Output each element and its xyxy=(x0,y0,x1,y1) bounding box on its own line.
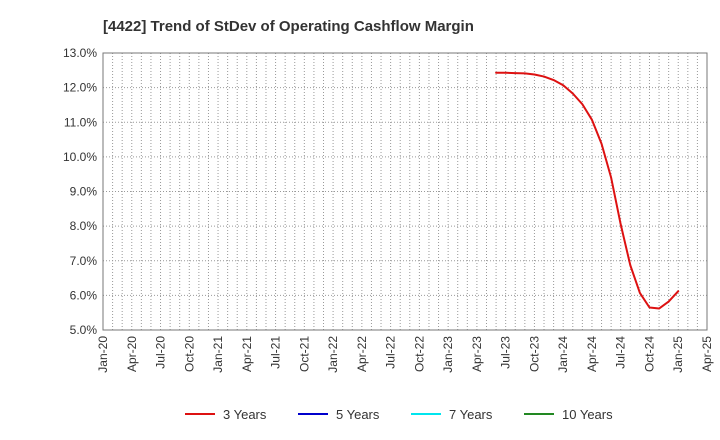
x-tick-label: Apr-22 xyxy=(355,336,369,372)
x-tick-label: Jan-25 xyxy=(671,336,685,373)
x-tick-label: Jul-23 xyxy=(499,336,513,369)
x-tick-label: Jul-22 xyxy=(384,336,398,369)
x-tick-label: Jul-21 xyxy=(269,336,283,369)
x-tick-label: Oct-23 xyxy=(527,336,541,372)
x-tick-label: Apr-24 xyxy=(585,336,599,372)
x-tick-label: Jan-21 xyxy=(211,336,225,373)
legend-label: 10 Years xyxy=(562,407,613,422)
x-tick-label: Jul-24 xyxy=(614,336,628,369)
y-tick-label: 8.0% xyxy=(70,219,98,233)
x-tick-label: Apr-21 xyxy=(240,336,254,372)
y-tick-label: 12.0% xyxy=(63,81,97,95)
x-tick-label: Apr-25 xyxy=(700,336,714,372)
y-axis-ticks: 5.0% 6.0% 7.0% 8.0% 9.0% 10.0% 11.0% 12.0% 13.0% xyxy=(63,46,97,337)
y-tick-label: 9.0% xyxy=(70,185,98,199)
x-tick-label: Apr-23 xyxy=(470,336,484,372)
x-tick-label: Jul-20 xyxy=(154,336,168,369)
plot-frame xyxy=(102,52,708,331)
x-tick-label: Oct-22 xyxy=(412,336,426,372)
legend-label: 5 Years xyxy=(336,407,380,422)
x-tick-label: Jan-24 xyxy=(556,336,570,373)
legend-label: 7 Years xyxy=(449,407,493,422)
y-tick-label: 5.0% xyxy=(70,323,98,337)
y-tick-label: 13.0% xyxy=(63,46,97,60)
series-line-3-years xyxy=(495,71,680,310)
x-tick-label: Oct-21 xyxy=(297,336,311,372)
legend-label: 3 Years xyxy=(223,407,267,422)
y-tick-label: 10.0% xyxy=(63,150,97,164)
x-tick-label: Apr-20 xyxy=(125,336,139,372)
y-tick-label: 11.0% xyxy=(64,115,97,129)
legend: 3 Years 5 Years 7 Years 10 Years xyxy=(185,407,613,422)
x-axis-ticks: Jan-20 Apr-20 Jul-20 Oct-20 Jan-21 Apr-21 Jul-… xyxy=(96,336,714,373)
grid xyxy=(102,52,708,331)
x-tick-label: Oct-24 xyxy=(642,336,656,372)
y-tick-label: 7.0% xyxy=(70,254,98,268)
x-tick-label: Oct-20 xyxy=(182,336,196,372)
chart-title: [4422] Trend of StDev of Operating Cashf… xyxy=(103,18,474,35)
series-lines xyxy=(495,71,680,310)
x-tick-label: Jan-23 xyxy=(441,336,455,373)
x-tick-label: Jan-20 xyxy=(96,336,110,373)
x-tick-label: Jan-22 xyxy=(326,336,340,373)
y-tick-label: 6.0% xyxy=(70,288,98,302)
